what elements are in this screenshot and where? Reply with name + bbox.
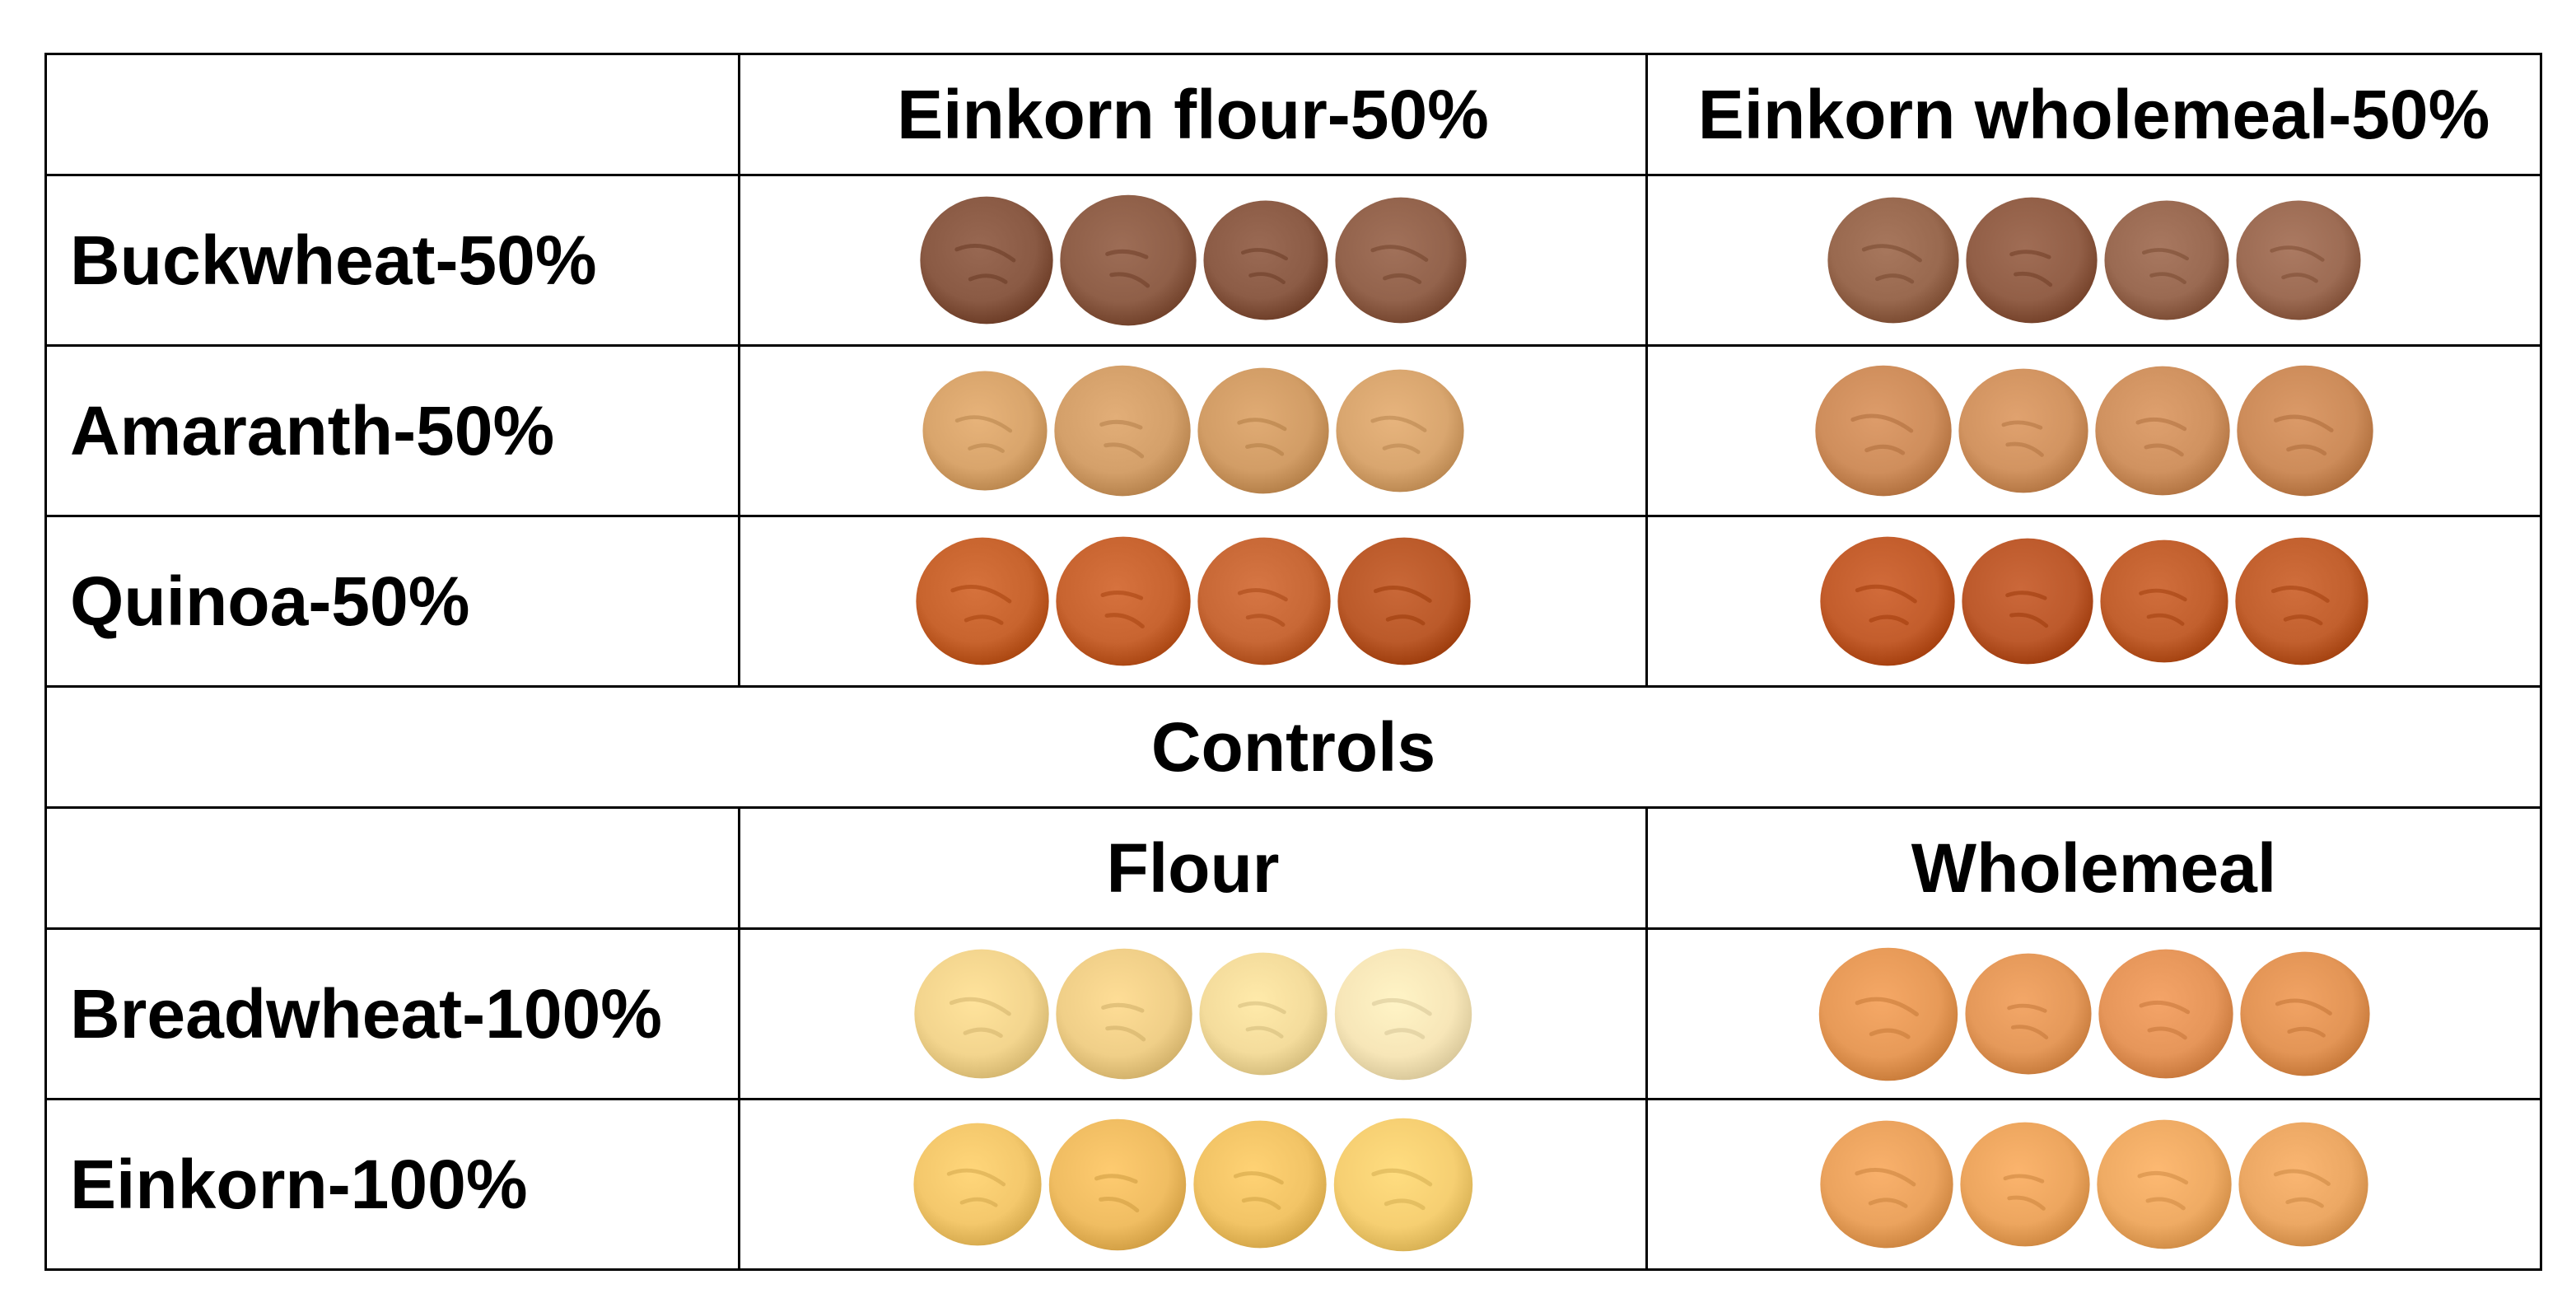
controls-row: Controls [44,685,2542,809]
cookie-image [1960,537,2095,665]
cookie-image-cell [1645,174,2542,347]
cookie-image [921,370,1049,492]
row-label: Quinoa-50% [44,515,740,688]
cookie-image [1058,194,1198,327]
cookie-image [1332,947,1474,1081]
header-row: Einkorn flour-50% Einkorn wholemeal-50% [44,53,2542,176]
cookie-image-cell [738,515,1648,688]
cookie-image [1957,367,2090,494]
cookie-image [2093,365,2232,497]
cookie-image [1826,196,1961,324]
cookie-image [1818,1119,1955,1249]
column-header-wholemeal: Wholemeal [1645,806,2542,930]
cookie-image-cell [738,927,1648,1100]
cookie-image [1192,1119,1328,1249]
cookie-image [1196,536,1332,666]
cookie-image [1964,196,2099,324]
cookie-image [1818,535,1957,667]
corner-cell [44,806,740,930]
cookie-image [2098,539,2230,664]
column-header-einkorn-wholemeal: Einkorn wholemeal-50% [1645,53,2542,176]
cookie-image-cell [738,344,1648,517]
column-header-flour: Flour [738,806,1648,930]
cookie-image-cell [738,1098,1648,1271]
cookie-image [1196,367,1331,495]
cookie-image [1047,1118,1188,1252]
control-header-row: Flour Wholemeal [44,806,2542,930]
cookie-image [912,948,1051,1080]
cookie-image [2102,199,2231,321]
corner-cell [44,53,740,176]
cookie-image [1813,364,1953,497]
cookie-image-cell [1645,927,2542,1100]
cookie-image [1963,952,2093,1076]
cookie-image [1817,946,1960,1082]
row-label: Breadwheat-100% [44,927,740,1100]
cookie-image [914,536,1051,666]
row-label: Einkorn-100% [44,1098,740,1271]
table-row: Quinoa-50% [44,515,2542,688]
table-row: Buckwheat-50% [44,174,2542,347]
cookie-image [1202,199,1330,321]
cookie-image [2238,950,2372,1077]
row-label: Amaranth-50% [44,344,740,517]
cookie-image-cell [738,174,1648,347]
cookie-image [1333,196,1468,324]
cookie-image [2234,199,2363,321]
cookie-image [1332,1117,1475,1253]
column-header-einkorn-flour: Einkorn flour-50% [738,53,1648,176]
cookie-image [1334,368,1466,493]
cookie-image [1336,536,1472,666]
table-row: Breadwheat-100% [44,927,2542,1100]
cookie-table: Einkorn flour-50% Einkorn wholemeal-50% … [44,53,2542,1271]
cookie-image [2237,1121,2370,1248]
controls-title: Controls [44,685,2542,809]
cookie-image-cell [1645,515,2542,688]
cookie-image [912,1122,1043,1247]
cookie-image-cell [1645,344,2542,517]
cookie-image [1054,947,1194,1081]
cookie-image [1054,535,1192,667]
table-row: Amaranth-50% [44,344,2542,517]
cookie-image [1197,951,1329,1076]
cookie-image [2233,536,2370,666]
cookie-image [2097,948,2235,1080]
cookie-image [1958,1121,2092,1248]
cookie-image [918,195,1055,325]
row-label: Buckwheat-50% [44,174,740,347]
cookie-image [1052,364,1192,497]
cookie-image-cell [1645,1098,2542,1271]
cookie-image [2235,364,2375,497]
cookie-image [2095,1118,2233,1250]
table-row: Einkorn-100% [44,1098,2542,1271]
